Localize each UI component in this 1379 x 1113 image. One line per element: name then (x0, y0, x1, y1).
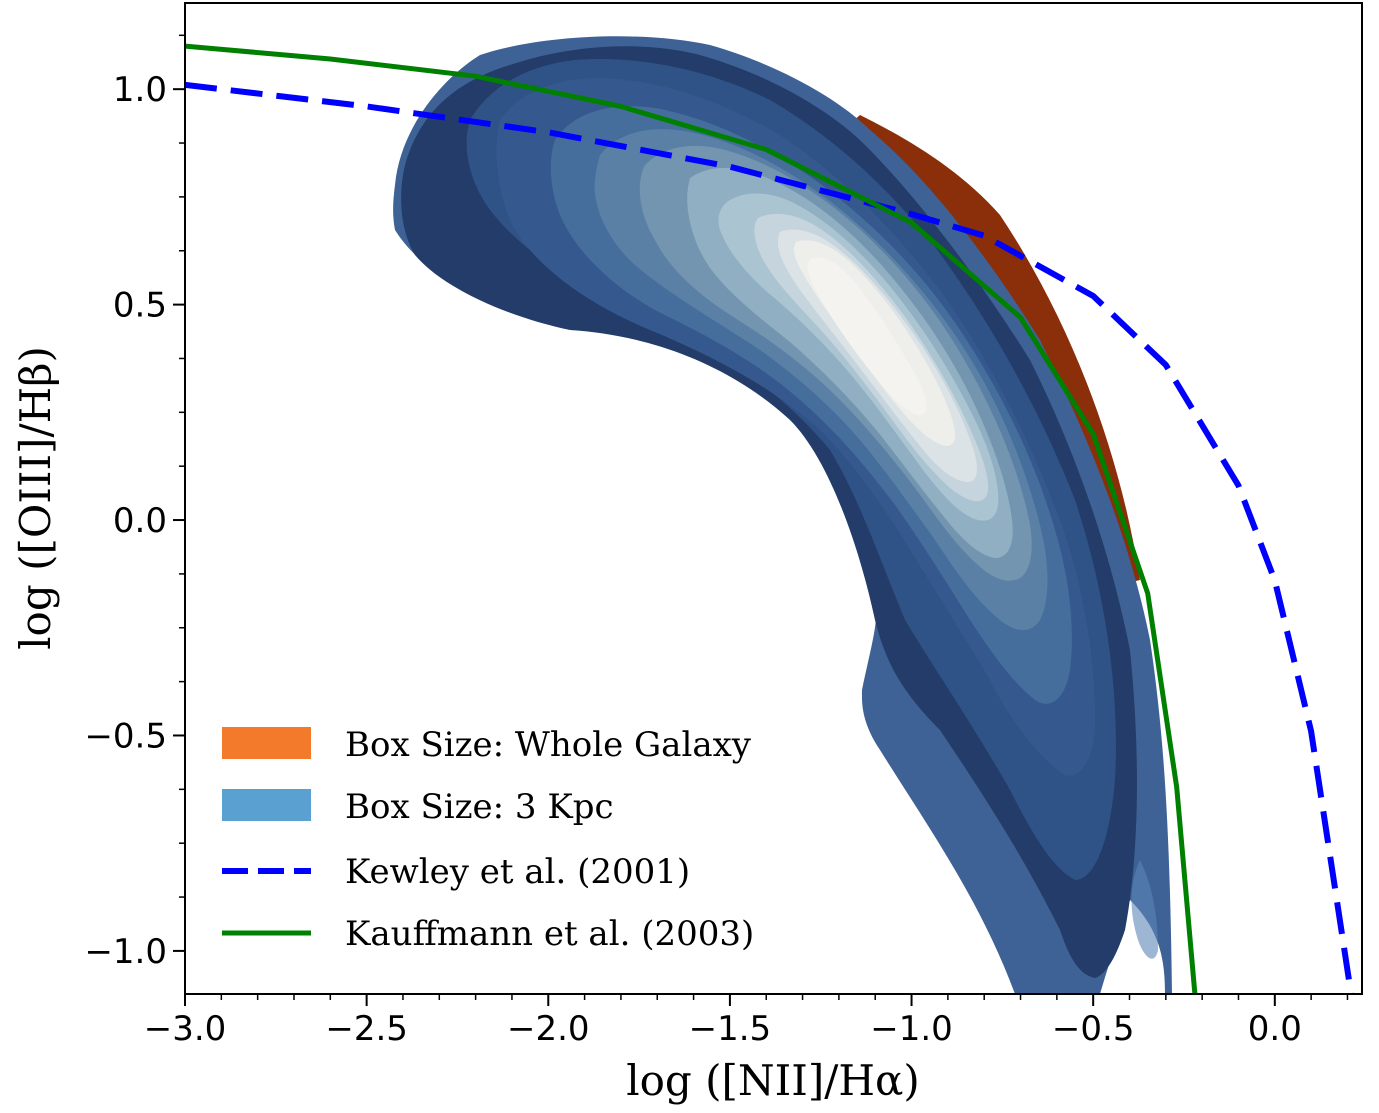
axes-frame (184, 2, 1363, 995)
legend-label-3kpc: Box Size: 3 Kpc (345, 787, 614, 827)
y-tick-label: 0.0 (113, 501, 167, 541)
y-axis-ticks: −1.0 −0.5 0.0 0.5 1.0 (84, 34, 185, 972)
y-tick-label: −1.0 (84, 932, 167, 972)
x-axis-label: log ([NII]/Hα) (626, 1056, 920, 1105)
x-tick-label: 0.0 (1248, 1009, 1302, 1049)
legend-swatch-3kpc (222, 789, 311, 821)
y-axis-label: log ([OIII]/Hβ) (11, 346, 60, 650)
legend-label-whole-galaxy: Box Size: Whole Galaxy (345, 725, 752, 765)
x-tick-label: −3.0 (144, 1009, 227, 1049)
legend: Box Size: Whole Galaxy Box Size: 3 Kpc K… (222, 725, 754, 954)
x-tick-label: −1.5 (689, 1009, 772, 1049)
kewley-2001-line (185, 81, 1355, 994)
y-tick-label: −0.5 (84, 716, 167, 756)
contour-tail-highlight (1131, 860, 1158, 959)
x-tick-label: −1.0 (870, 1009, 953, 1049)
legend-label-kewley: Kewley et al. (2001) (345, 852, 690, 892)
y-tick-label: 1.0 (113, 70, 167, 110)
legend-label-kauffmann: Kauffmann et al. (2003) (345, 914, 754, 954)
x-axis-ticks: −3.0 −2.5 −2.0 −1.5 −1.0 −0.5 0.0 (144, 994, 1349, 1049)
legend-swatch-whole-galaxy (222, 727, 311, 759)
contour-level-13-peak (807, 257, 927, 415)
kauffmann-2003-line (185, 43, 1198, 994)
x-tick-label: −2.0 (507, 1009, 590, 1049)
plot-area (185, 36, 1355, 994)
y-tick-label: 0.5 (113, 286, 167, 326)
x-tick-label: −0.5 (1052, 1009, 1135, 1049)
x-tick-label: −2.5 (325, 1009, 408, 1049)
